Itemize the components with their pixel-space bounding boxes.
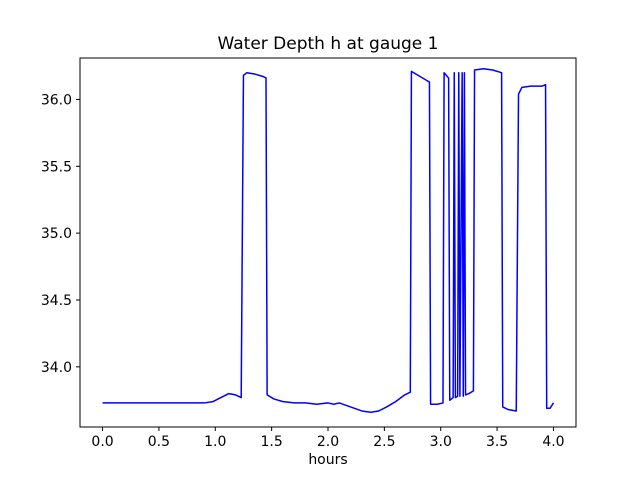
x-tick-label: 1.0 [204, 434, 226, 450]
x-axis-label: hours [308, 452, 347, 468]
y-tick-label: 35.5 [41, 159, 72, 175]
tick-marks [76, 98, 554, 431]
y-tick-label: 35.0 [41, 226, 72, 242]
chart-title: Water Depth h at gauge 1 [218, 34, 439, 54]
x-tick-label: 3.5 [486, 434, 508, 450]
x-tick-label: 1.5 [261, 434, 283, 450]
y-tick-label: 36.0 [41, 92, 72, 108]
y-tick-label: 34.5 [41, 293, 72, 309]
x-tick-label: 0.5 [148, 434, 170, 450]
tick-labels: 0.0 0.5 1.0 1.5 2.0 2.5 3.0 3.5 4.0 34.0 34.5 35.0 3… [41, 92, 565, 450]
x-tick-label: 4.0 [542, 434, 564, 450]
x-tick-label: 2.5 [373, 434, 395, 450]
water-depth-line [102, 67, 555, 414]
x-tick-label: 0.0 [91, 434, 113, 450]
x-tick-label: 3.0 [430, 434, 452, 450]
y-tick-label: 34.0 [41, 360, 72, 376]
x-tick-label: 2.0 [317, 434, 339, 450]
